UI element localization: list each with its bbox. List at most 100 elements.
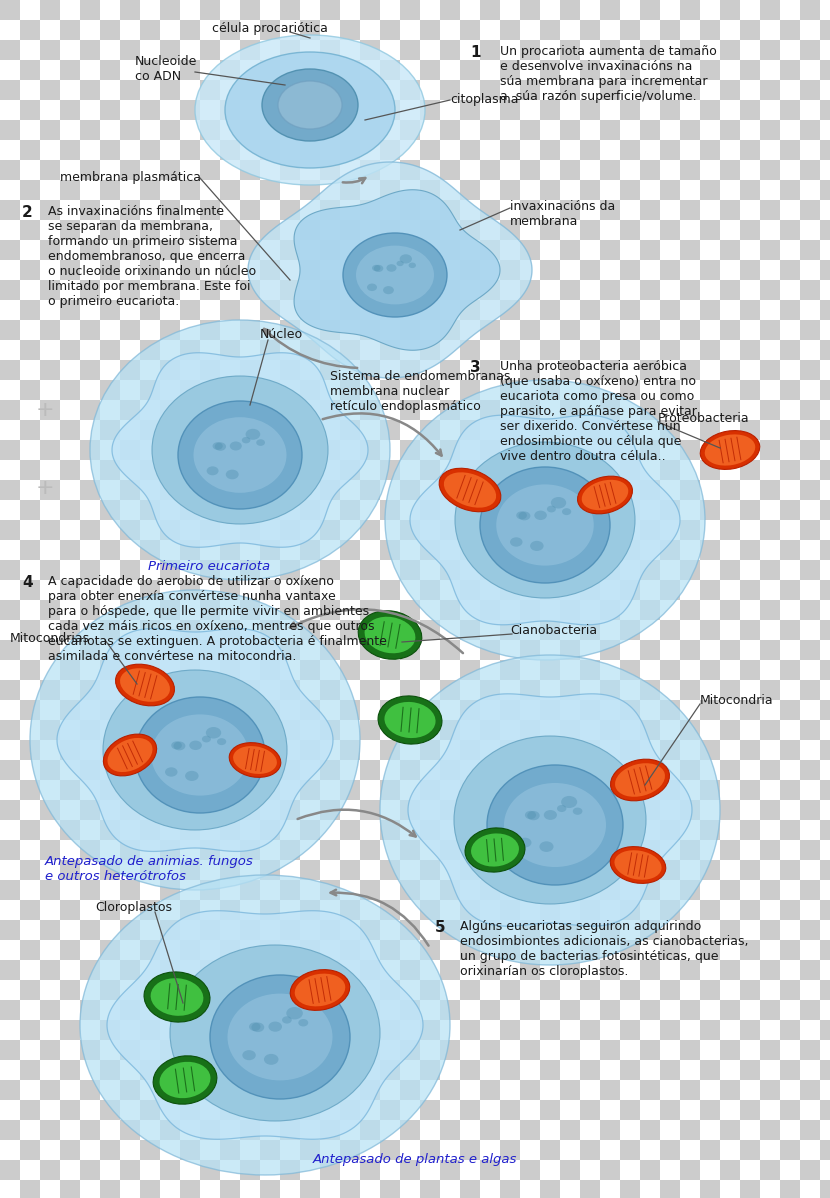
Bar [400,180,420,200]
Bar [720,220,740,240]
Bar [40,980,60,1000]
Bar [20,660,40,680]
Bar [300,1120,320,1140]
Bar [280,860,300,881]
Bar [700,1120,720,1140]
Bar [280,60,300,80]
Bar [800,0,820,20]
Bar [700,940,720,960]
Bar [540,180,560,200]
Bar [40,1060,60,1081]
Bar [320,920,340,940]
Bar [580,300,600,320]
Bar [640,780,660,800]
Bar [20,200,40,220]
Bar [660,80,680,99]
Bar [520,260,540,280]
Bar [200,500,220,520]
Bar [80,540,100,559]
Bar [340,260,360,280]
Bar [340,0,360,20]
Bar [820,20,830,40]
Bar [400,640,420,660]
Ellipse shape [135,697,265,813]
Bar [520,700,540,720]
Bar [820,800,830,819]
Bar [40,420,60,440]
Bar [40,280,60,300]
Bar [360,580,380,600]
Bar [420,140,440,161]
Bar [560,460,580,480]
Bar [800,300,820,320]
Bar [320,1180,340,1198]
Bar [240,0,260,20]
Bar [0,361,20,380]
Bar [380,860,400,881]
Bar [720,1120,740,1140]
Bar [660,1120,680,1140]
Bar [80,640,100,660]
Bar [720,361,740,380]
Bar [460,1120,480,1140]
Bar [600,640,620,660]
Bar [300,400,320,420]
Bar [820,860,830,881]
Bar [700,1140,720,1160]
Text: As invaxinacións finalmente
se separan da membrana,
formando un primeiro sistema: As invaxinacións finalmente se separan d… [48,205,256,308]
Bar [140,500,160,520]
Bar [560,220,580,240]
Bar [760,1081,780,1100]
Bar [200,780,220,800]
Ellipse shape [171,742,182,750]
Bar [680,460,700,480]
Bar [780,161,800,180]
Bar [660,720,680,740]
Bar [600,819,620,840]
Bar [600,740,620,760]
Bar [140,660,160,680]
Bar [260,220,280,240]
Bar [500,480,520,500]
Bar [580,840,600,860]
Bar [620,720,640,740]
Bar [0,780,20,800]
Bar [440,860,460,881]
Bar [140,260,160,280]
Bar [220,540,240,559]
Polygon shape [410,416,680,625]
Bar [20,340,40,361]
Bar [140,300,160,320]
Bar [0,600,20,621]
Bar [260,1100,280,1120]
Bar [620,1040,640,1060]
Bar [160,260,180,280]
Bar [280,320,300,340]
Bar [760,621,780,640]
Bar [580,680,600,700]
Bar [440,1040,460,1060]
Bar [0,260,20,280]
Bar [380,99,400,120]
Bar [600,660,620,680]
Bar [280,400,300,420]
Bar [660,200,680,220]
Bar [20,819,40,840]
Bar [340,840,360,860]
Bar [640,120,660,140]
Bar [700,660,720,680]
Bar [540,1060,560,1081]
Bar [680,520,700,540]
Bar [320,780,340,800]
Bar [260,900,280,920]
Bar [420,40,440,60]
Ellipse shape [487,766,623,885]
Bar [0,280,20,300]
Bar [400,480,420,500]
Bar [120,660,140,680]
Bar [460,1019,480,1040]
Bar [220,680,240,700]
Bar [120,940,140,960]
Bar [380,1100,400,1120]
Bar [120,840,140,860]
